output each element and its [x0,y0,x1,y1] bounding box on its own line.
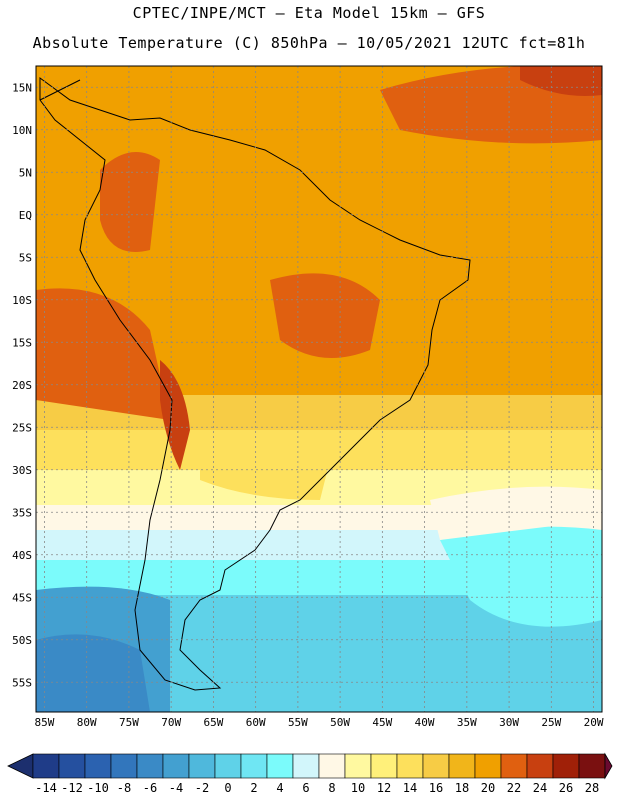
longitude-label: 20W [584,716,604,729]
longitude-label: 30W [499,716,519,729]
colorbar-tick-label: -4 [169,781,183,795]
colorbar-tick-label: 20 [481,781,495,795]
colorbar-swatch [84,753,112,779]
longitude-label: 60W [246,716,266,729]
longitude-label: 35W [457,716,477,729]
colorbar-tick-label: 2 [250,781,257,795]
longitude-label: 55W [288,716,308,729]
longitude-label: 50W [330,716,350,729]
colorbar-tick-label: 12 [377,781,391,795]
field-colombia-warm [100,152,160,252]
colorbar-under-arrow [7,753,34,779]
colorbar-tick-label: 8 [328,781,335,795]
colorbar-swatch [370,753,398,779]
graticule [36,66,602,712]
field-argentina-mild [200,437,330,500]
longitude-labels: 85W 80W 75W 70W 65W 60W 55W 50W 45W 40W 35W 30W 25W 2… [35,716,604,729]
colorbar-swatch [162,753,190,779]
colorbar-swatch [422,753,450,779]
colorbar-tick-label: 28 [585,781,599,795]
colorbar-swatch [292,753,320,779]
map-title-line-2: Absolute Temperature (C) 850hPa – 10/05/… [32,34,586,52]
colorbar-swatch [474,753,502,779]
colorbar-tick-label: 14 [403,781,417,795]
longitude-label: 45W [372,716,392,729]
colorbar-tick-label: -8 [117,781,131,795]
south-america-outline [39,77,471,691]
field-north-atlantic-hot [520,66,602,96]
colorbar-swatch [552,753,580,779]
longitude-label: 65W [203,716,223,729]
map-frame [35,65,603,713]
colorbar-swatch [396,753,424,779]
colorbar-tick-label: -14 [35,781,57,795]
map-title-line-1: CPTEC/INPE/MCT – Eta Model 15km – GFS [132,4,486,22]
colorbar-tick-label: 10 [351,781,365,795]
colorbar-swatch [578,753,606,779]
latitude-label: 55S [12,676,32,689]
colorbar-swatch [240,753,268,779]
colorbar-tick-label: 6 [302,781,309,795]
longitude-label: 40W [415,716,435,729]
colorbar-tick-label: -6 [143,781,157,795]
colorbar-swatch [344,753,372,779]
latitude-label: 10S [12,294,32,307]
colorbar-swatch [448,753,476,779]
latitude-label: 5S [19,251,32,264]
colorbar-tick-label: 22 [507,781,521,795]
field-coldest-south-pacific [36,634,150,712]
colorbar-swatch [58,753,86,779]
colorbar-tick-label: 26 [559,781,573,795]
longitude-label: 80W [77,716,97,729]
colorbar-tick-label: 0 [224,781,231,795]
latitude-label: 20S [12,379,32,392]
field-atlantic-6-8 [430,486,602,540]
latitude-label: 5N [19,166,32,179]
longitude-label: 75W [119,716,139,729]
field-andes-warm [160,360,190,470]
latitude-label: 15S [12,336,32,349]
latitude-label: 35S [12,506,32,519]
latitude-label: 15N [12,81,32,94]
colorbar-swatch [32,753,60,779]
latitude-label: 10N [12,124,32,137]
colorbar-tick-label: -2 [195,781,209,795]
colorbar-tick-label: 4 [276,781,283,795]
longitude-label: 25W [541,716,561,729]
field-pacific-warm [36,288,170,420]
colorbar-tick-label: 18 [455,781,469,795]
longitude-label: 70W [161,716,181,729]
colorbar-tick-label: -12 [61,781,83,795]
colorbar-tick-label: 24 [533,781,547,795]
latitude-label: 25S [12,421,32,434]
colorbar-swatch [136,753,164,779]
latitude-label: 50S [12,634,32,647]
temperature-map: 85W 80W 75W 70W 65W 60W 55W 50W 45W 40W 35W 30W 25W 2… [12,65,604,729]
colorbar-swatch [266,753,294,779]
longitude-label: 85W [35,716,55,729]
latitude-label: 30S [12,464,32,477]
central-america-outline [39,79,81,101]
latitude-label: 45S [12,591,32,604]
colorbar-swatch [526,753,554,779]
colorbar-tick-label: 16 [429,781,443,795]
colorbar-swatch [188,753,216,779]
field-atlantic-2-4 [440,526,602,627]
latitude-label: EQ [19,209,32,222]
latitude-labels: 15N 10N 5N EQ 5S 10S 15S 20S 25S 30S 35S 40S 45S 50S 5… [12,81,32,689]
colorbar-tick-label: -10 [87,781,109,795]
colorbar-swatch [110,753,138,779]
colorbar-swatch [214,753,242,779]
colorbar-swatch [500,753,528,779]
colorbar-over-arrow [604,752,613,780]
colorbar-swatch [318,753,346,779]
latitude-label: 40S [12,549,32,562]
